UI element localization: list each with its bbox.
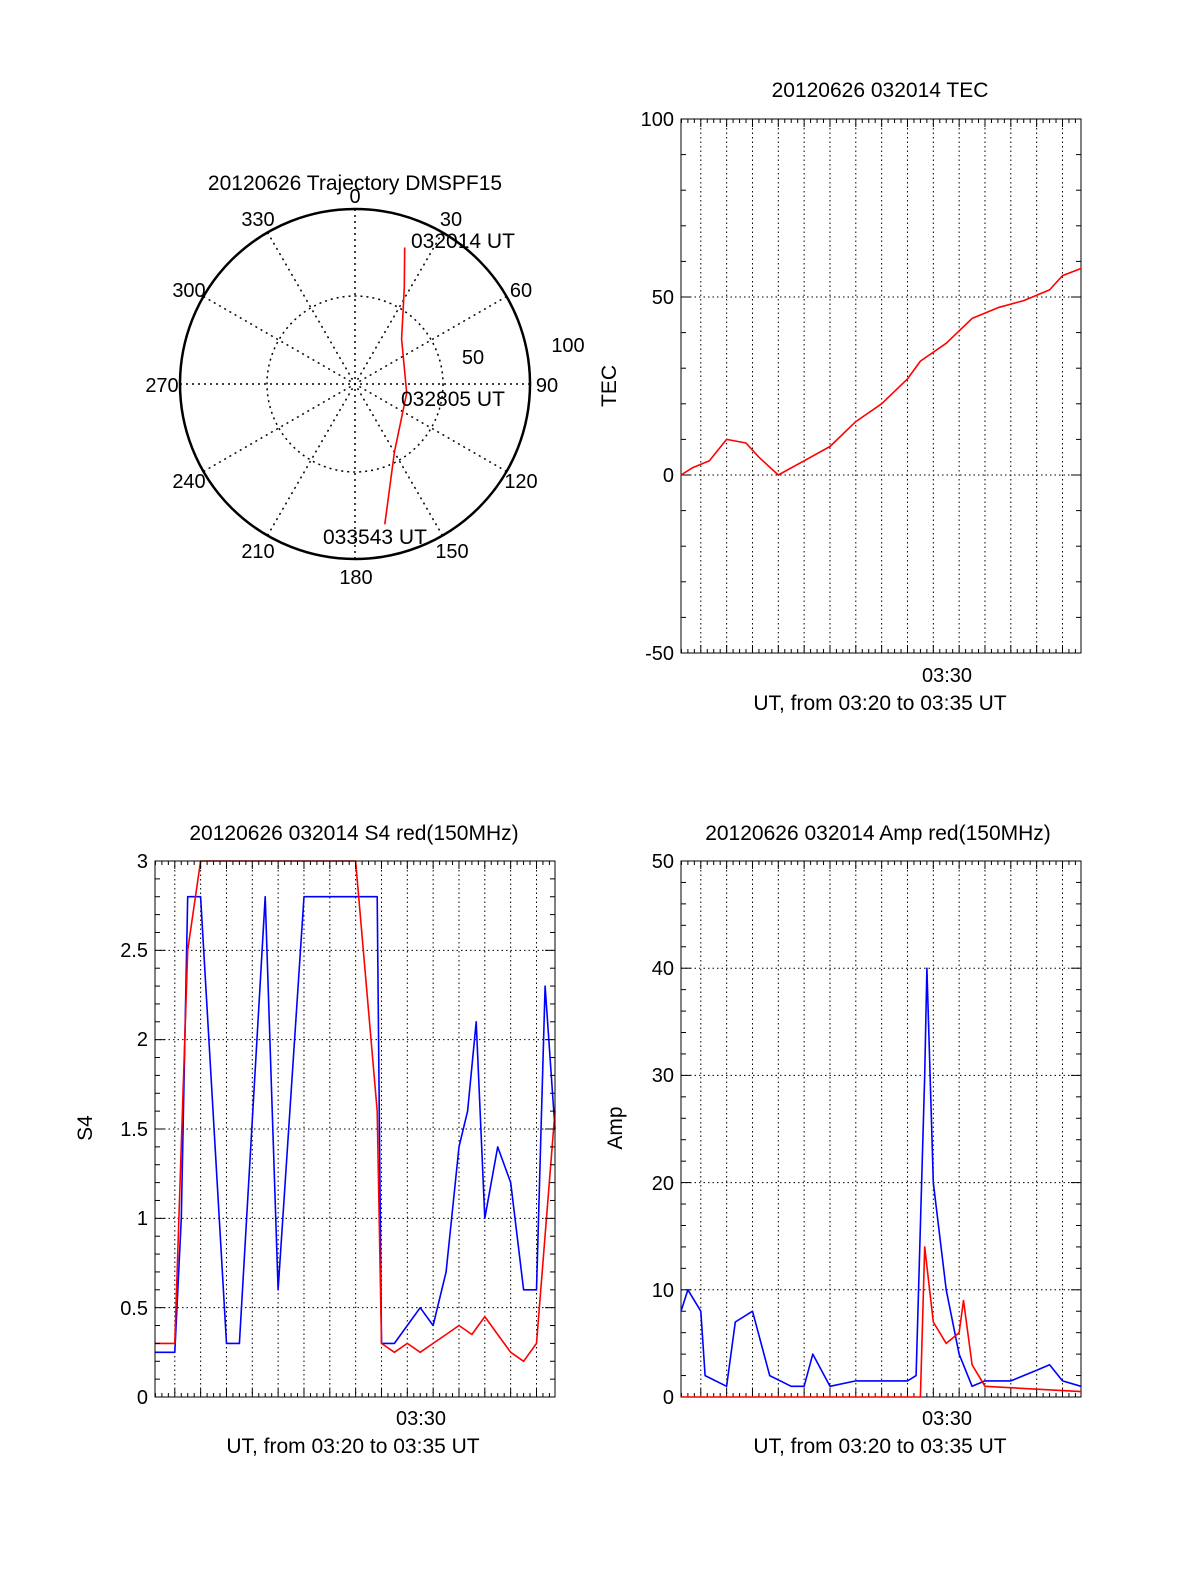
tec-y-tick-label: 100 [641,109,674,131]
tec-title: 20120626 032014 TEC [772,79,989,102]
polar-spokes [180,209,530,559]
tec-panel: 20120626 032014 TEC -50 0 50 100 03:30 U… [598,79,1082,715]
s4-panel: 20120626 032014 S4 red(150MHz) 0 0.5 1 1… [74,822,556,1458]
s4-y-tick-label: 3 [137,851,148,873]
polar-series [384,247,408,525]
tec-y-axis-label: TEC [598,365,621,407]
trajectory-line-0 [384,247,408,525]
angle-label-90: 90 [536,375,558,397]
amp-title: 20120626 032014 Amp red(150MHz) [705,822,1051,845]
s4-y-tick-label: 1 [137,1208,148,1230]
amp-series [680,967,1082,1398]
s4-series [155,860,556,1363]
s4-y-axis-label: S4 [74,1115,97,1141]
s4-y-tick-label: 2.5 [120,940,148,962]
radius-label-50: 50 [462,347,484,369]
tec-ticks [680,118,1081,654]
tec-y-tick-label: 0 [663,465,674,487]
amp-plot-frame [680,860,1082,1398]
angle-label-270: 270 [145,375,178,397]
tec-grid [681,118,1081,654]
s4-y-tick-labels: 0 0.5 1 1.5 2 2.5 3 [120,851,148,1409]
s4-y-tick-label: 0.5 [120,1298,148,1320]
series-line-1 [681,1246,1082,1398]
s4-title: 20120626 032014 S4 red(150MHz) [189,822,518,845]
tec-y-tick-label: -50 [645,643,674,665]
polar-inner-circle [266,295,444,473]
amp-y-tick-label: 50 [652,851,674,873]
annotation-start-time: 032014 UT [411,230,515,253]
tec-x-tick-label: 03:30 [922,665,972,687]
tec-x-axis-label: UT, from 03:20 to 03:35 UT [753,692,1006,715]
s4-ticks [154,860,555,1398]
s4-x-axis-label: UT, from 03:20 to 03:35 UT [226,1435,479,1458]
angle-label-150: 150 [435,541,468,563]
polar-title: 20120626 Trajectory DMSPF15 [208,172,502,195]
angle-label-30: 30 [440,209,462,231]
amp-y-tick-label: 0 [663,1387,674,1409]
tec-series [680,267,1082,476]
s4-y-tick-label: 1.5 [120,1119,148,1141]
angle-label-120: 120 [504,471,537,493]
angle-label-300: 300 [172,280,205,302]
angle-label-0: 0 [349,186,360,208]
polar-panel: 20120626 Trajectory DMSPF15 0 30 60 90 1… [145,172,584,589]
angle-label-240: 240 [172,471,205,493]
amp-x-tick-label: 03:30 [922,1408,972,1430]
s4-y-tick-label: 0 [137,1387,148,1409]
s4-x-tick-label: 03:30 [396,1408,446,1430]
annotation-end-time: 033543 UT [323,526,427,549]
tec-plot-frame [680,118,1082,654]
amp-y-tick-label: 20 [652,1173,674,1195]
tec-y-tick-label: 50 [652,287,674,309]
series-line-0 [680,967,1082,1388]
annotation-mid-time: 032805 UT [401,388,505,411]
amp-y-axis-label: Amp [604,1106,627,1149]
radius-label-100: 100 [551,335,584,357]
amp-y-tick-label: 10 [652,1280,674,1302]
tec-y-tick-labels: -50 0 50 100 [641,109,674,665]
polar-angle-labels: 0 30 60 90 120 150 180 210 240 270 300 3… [145,186,558,589]
polar-spoke [266,232,444,536]
amp-grid [681,860,1081,1398]
amp-y-tick-label: 40 [652,958,674,980]
series-line-1 [155,860,556,1363]
s4-y-tick-label: 2 [137,1029,148,1051]
amp-x-axis-label: UT, from 03:20 to 03:35 UT [753,1435,1006,1458]
angle-label-180: 180 [339,567,372,589]
amp-ticks [680,860,1081,1398]
series-line-0 [680,267,1082,476]
s4-grid [155,860,555,1398]
amp-y-tick-labels: 0 10 20 30 40 50 [652,851,674,1409]
angle-label-330: 330 [241,209,274,231]
amp-panel: 20120626 032014 Amp red(150MHz) 0 10 20 … [604,822,1082,1458]
angle-label-60: 60 [510,280,532,302]
angle-label-210: 210 [241,541,274,563]
amp-y-tick-label: 30 [652,1065,674,1087]
series-line-0 [155,895,556,1354]
